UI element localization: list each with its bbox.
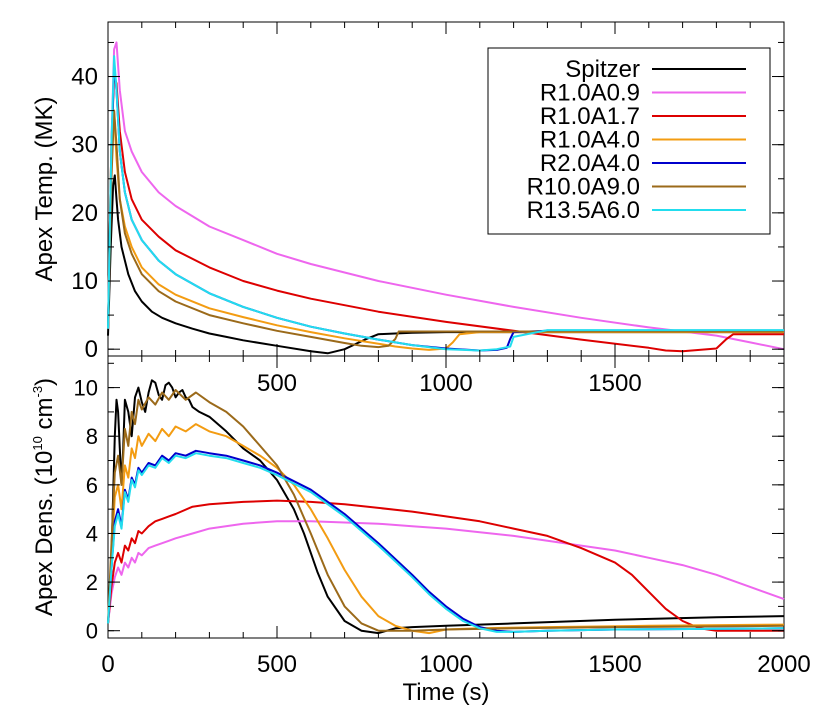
axis-ticks: 0 10 20 30 40 500 1000 1500 0 2 4 6 8 10 0 500 1000 1500 2… — [71, 22, 811, 678]
top-series-spitzer — [107, 174, 784, 355]
legend-label-r1-0a0-9: R1.0A0.9 — [540, 80, 640, 107]
bottom-xtick-label: 2000 — [757, 651, 810, 678]
bottom-series-spitzer — [107, 379, 785, 635]
legend-label-r1-0a1-7: R1.0A1.7 — [540, 103, 640, 130]
top-y-axis-title: Apex Temp. (MK) — [31, 97, 58, 282]
top-ytick-label: 40 — [71, 64, 98, 91]
legend-box — [487, 47, 771, 235]
bottom-series-r10-0a9-0 — [107, 389, 785, 632]
dens-label-exp: 10 — [30, 436, 45, 450]
top-ytick-label: 30 — [71, 132, 98, 159]
bottom-y-axis-title: Apex Dens. (1010 cm-3) — [30, 378, 58, 616]
top-series-r10-0a9-0 — [107, 109, 784, 349]
top-xtick-label: 500 — [257, 370, 297, 397]
bottom-xtick-label: 0 — [101, 651, 114, 678]
bottom-xtick-label: 1000 — [419, 651, 472, 678]
dens-label-main: Apex Dens. (10 — [31, 451, 58, 616]
bottom-xtick-label: 1500 — [588, 651, 641, 678]
dens-label-close: ) — [31, 378, 58, 386]
top-xtick-label: 1000 — [419, 370, 472, 397]
top-series-r13-5a6-0 — [107, 55, 784, 352]
bottom-ytick-label: 0 — [86, 619, 98, 644]
legend-label-r10-0a9-0: R10.0A9.0 — [527, 174, 640, 201]
x-axis-title: Time (s) — [402, 679, 489, 706]
bottom-series-r1-0a0-9 — [107, 520, 785, 624]
bottom-xtick-label: 500 — [257, 651, 297, 678]
top-ytick-label: 0 — [85, 336, 98, 363]
bottom-series-r13-5a6-0 — [107, 452, 785, 633]
bottom-panel-frame — [107, 355, 785, 639]
legend-label-r1-0a4-0: R1.0A4.0 — [540, 127, 640, 154]
dens-label-unit: cm — [31, 398, 58, 437]
bottom-ytick-label: 8 — [86, 424, 98, 449]
bottom-series-r2-0a4-0 — [107, 449, 785, 633]
legend-label-r2-0a4-0: R2.0A4.0 — [540, 150, 640, 177]
bottom-ytick-label: 10 — [74, 376, 98, 401]
bottom-panel-lines — [107, 379, 785, 635]
legend: SpitzerR1.0A0.9R1.0A1.7R1.0A4.0R2.0A4.0R… — [527, 56, 746, 224]
dens-label-unit-exp: -3 — [30, 386, 45, 398]
legend-label-r13-5a6-0: R13.5A6.0 — [527, 197, 640, 224]
bottom-series-r1-0a1-7 — [107, 499, 784, 632]
top-xtick-label: 1500 — [588, 370, 641, 397]
top-series-r1-0a0-9 — [107, 41, 785, 351]
legend-label-spitzer: Spitzer — [565, 56, 640, 83]
bottom-ytick-label: 6 — [86, 473, 98, 498]
top-ytick-label: 10 — [71, 268, 98, 295]
bottom-ytick-label: 2 — [86, 570, 98, 595]
bottom-ytick-label: 4 — [86, 521, 98, 546]
top-ytick-label: 20 — [71, 200, 98, 227]
